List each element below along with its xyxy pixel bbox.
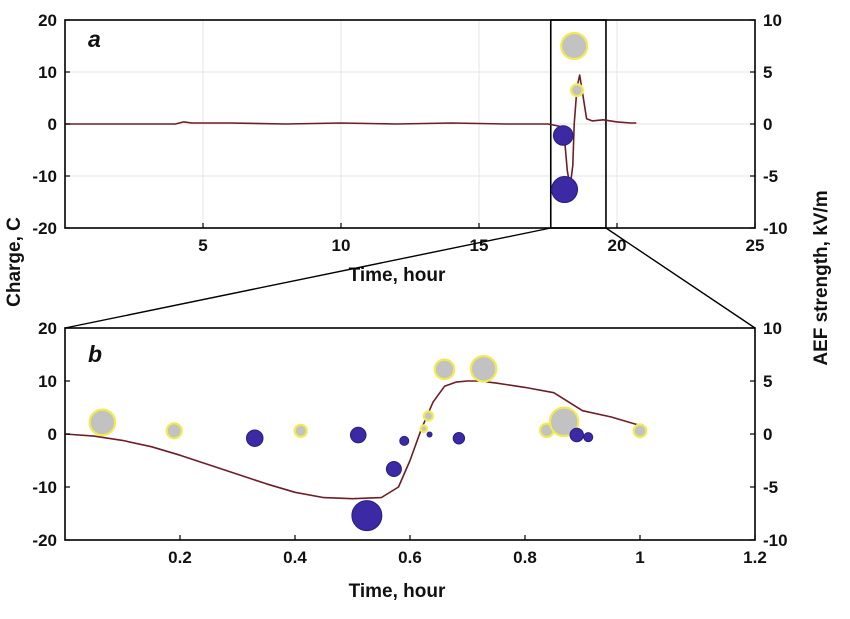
negative-charge-marker-15 xyxy=(426,431,433,438)
left-tick-label-4: -20 xyxy=(32,219,57,238)
x-tick-label-2: 0.6 xyxy=(398,548,422,567)
panel-b-right-ticks: 10 5 0 -5 -10 xyxy=(750,319,788,550)
panel-b-aef-line xyxy=(64,380,641,500)
x-tick-label-4: 1 xyxy=(635,548,644,567)
right-tick-label-3: -5 xyxy=(763,478,778,497)
panel-a-charge-markers xyxy=(551,31,589,204)
negative-charge-marker-16 xyxy=(452,432,466,445)
positive-charge-marker-0 xyxy=(560,31,589,61)
left-y-axis-label: Charge, C xyxy=(4,217,25,307)
negative-charge-marker-18 xyxy=(583,432,594,443)
positive-charge-marker-0 xyxy=(88,408,117,437)
x-tick-label-2: 15 xyxy=(470,236,489,255)
right-tick-label-4: -10 xyxy=(763,531,788,550)
right-tick-label-2: 0 xyxy=(763,115,772,134)
negative-charge-marker-12 xyxy=(351,500,383,532)
left-tick-label-1: 10 xyxy=(38,63,57,82)
connector-line-right xyxy=(605,227,756,329)
panel-a-x-axis-label: Time, hour xyxy=(349,265,446,286)
negative-charge-marker-14 xyxy=(399,435,410,446)
panel-a-x-ticks: 5 10 15 20 25 xyxy=(198,223,764,255)
right-tick-label-0: 10 xyxy=(763,319,782,338)
x-tick-label-1: 10 xyxy=(332,236,351,255)
right-tick-label-2: 0 xyxy=(763,425,772,444)
positive-charge-marker-8 xyxy=(548,406,580,438)
x-tick-label-0: 5 xyxy=(198,236,207,255)
panel-a-right-ticks: 10 5 0 -5 -10 xyxy=(750,11,788,238)
right-tick-label-3: -5 xyxy=(763,167,778,186)
right-y-axis-label: AEF strength, kV/m xyxy=(811,190,832,365)
positive-charge-marker-6 xyxy=(419,424,429,434)
zoom-connector-lines xyxy=(64,227,756,329)
right-tick-label-0: 10 xyxy=(763,11,782,30)
left-tick-label-2: 0 xyxy=(48,425,57,444)
connector-line-left xyxy=(64,227,551,329)
panel-b-charge-markers xyxy=(88,354,648,532)
aef-line xyxy=(64,380,641,500)
left-tick-label-3: -10 xyxy=(32,167,57,186)
panel-b-left-ticks: 20 10 0 -10 -20 xyxy=(32,319,70,550)
negative-charge-marker-17 xyxy=(569,427,584,443)
negative-charge-marker-2 xyxy=(552,125,574,146)
panel-a: 5 10 15 20 25 20 10 0 -10 -20 10 5 0 -5 -10 a Time, … xyxy=(32,11,787,286)
positive-charge-marker-1 xyxy=(165,422,183,440)
negative-charge-marker-11 xyxy=(349,426,367,444)
left-tick-label-2: 0 xyxy=(48,115,57,134)
negative-charge-marker-10 xyxy=(246,429,264,447)
positive-charge-marker-9 xyxy=(632,423,648,439)
negative-charge-marker-3 xyxy=(551,176,579,204)
negative-charge-marker-13 xyxy=(385,460,402,477)
left-tick-label-3: -10 xyxy=(32,478,57,497)
x-tick-label-1: 0.4 xyxy=(283,548,307,567)
right-tick-label-1: 5 xyxy=(763,63,772,82)
panel-b-label: b xyxy=(88,341,102,367)
x-tick-label-4: 25 xyxy=(746,236,765,255)
panel-b-x-axis-label: Time, hour xyxy=(349,581,446,602)
right-tick-label-1: 5 xyxy=(763,372,772,391)
x-tick-label-0: 0.2 xyxy=(168,548,192,567)
left-tick-label-4: -20 xyxy=(32,531,57,550)
positive-charge-marker-2 xyxy=(293,423,308,438)
panel-a-label: a xyxy=(88,26,101,52)
right-tick-label-4: -10 xyxy=(763,219,788,238)
positive-charge-marker-4 xyxy=(469,354,498,383)
positive-charge-marker-3 xyxy=(433,358,456,381)
left-tick-label-0: 20 xyxy=(38,319,57,338)
x-tick-label-3: 20 xyxy=(608,236,627,255)
panel-b-x-ticks: 0.2 0.4 0.6 0.8 1 1.2 xyxy=(168,535,767,567)
x-tick-label-5: 1.2 xyxy=(743,548,767,567)
x-tick-label-3: 0.8 xyxy=(513,548,537,567)
left-tick-label-0: 20 xyxy=(38,11,57,30)
panel-b: 0.2 0.4 0.6 0.8 1 1.2 20 10 0 -10 -20 10 5 0 -5 -10 b… xyxy=(32,319,787,602)
left-tick-label-1: 10 xyxy=(38,372,57,391)
panel-a-left-ticks: 20 10 0 -10 -20 xyxy=(32,11,70,238)
positive-charge-marker-1 xyxy=(570,83,584,98)
positive-charge-marker-5 xyxy=(422,410,434,422)
